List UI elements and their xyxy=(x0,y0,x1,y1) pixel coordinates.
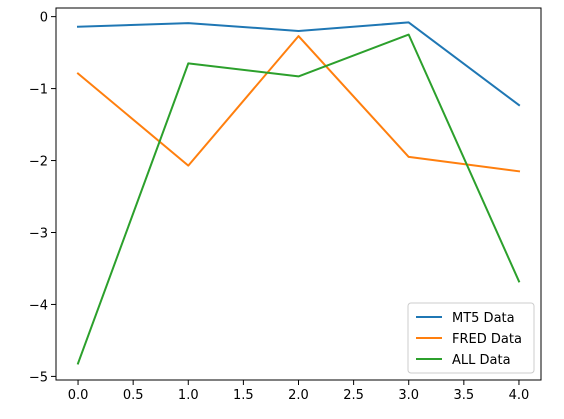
y-tick-label: 0 xyxy=(40,11,48,26)
x-tick-label: 4.0 xyxy=(509,388,530,403)
legend-label-2: ALL Data xyxy=(452,353,511,368)
x-tick-label: 1.5 xyxy=(233,388,254,403)
series-layer xyxy=(76,21,521,365)
y-tick-label: −4 xyxy=(29,298,48,313)
x-axis: 0.0 0.5 1.0 1.5 2.0 2.5 3.0 3.5 4.0 xyxy=(68,380,530,403)
series-line-0 xyxy=(76,21,521,107)
x-tick-label: 2.0 xyxy=(288,388,309,403)
x-tick-label: 3.5 xyxy=(453,388,474,403)
series-line-2 xyxy=(76,33,521,365)
legend-label-1: FRED Data xyxy=(452,332,522,347)
x-tick-label: 3.0 xyxy=(398,388,419,403)
legend: MT5 Data FRED Data ALL Data xyxy=(407,302,535,374)
legend-box xyxy=(407,302,535,374)
x-tick-label: 2.5 xyxy=(343,388,364,403)
y-tick-label: −1 xyxy=(29,83,48,98)
x-tick-label: 0.0 xyxy=(68,388,89,403)
y-axis: 0 −1 −2 −3 −4 −5 xyxy=(29,11,56,385)
x-tick-label: 0.5 xyxy=(123,388,144,403)
y-tick-label: −2 xyxy=(29,155,48,170)
x-tick-label: 1.0 xyxy=(178,388,199,403)
y-tick-label: −5 xyxy=(29,370,48,385)
series-line-1 xyxy=(76,35,521,173)
y-tick-label: −3 xyxy=(29,226,48,241)
legend-label-0: MT5 Data xyxy=(452,311,515,326)
